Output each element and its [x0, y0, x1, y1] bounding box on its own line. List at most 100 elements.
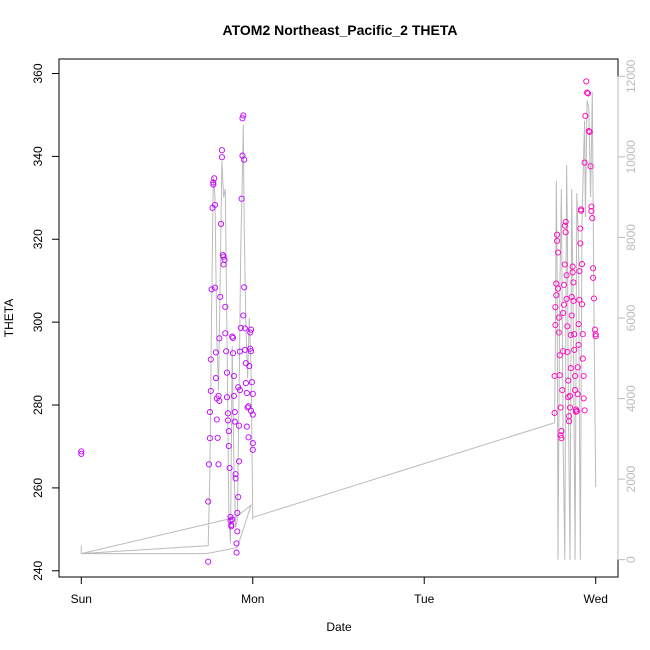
- x-axis-label: Date: [326, 620, 352, 634]
- data-point: [580, 395, 587, 402]
- data-point: [562, 229, 569, 236]
- line-series-path: [80, 92, 597, 560]
- data-point: [556, 352, 563, 359]
- y-axis-label: THETA: [2, 299, 16, 337]
- data-point: [556, 372, 563, 379]
- data-point: [216, 335, 223, 342]
- data-point: [230, 372, 237, 380]
- data-point: [590, 295, 598, 302]
- y-tick-label: 360: [31, 63, 45, 83]
- data-point: [214, 434, 221, 441]
- data-point: [577, 225, 584, 232]
- data-point: [551, 409, 558, 416]
- data-point: [580, 372, 587, 380]
- data-point: [232, 471, 239, 478]
- data-point: [229, 333, 236, 340]
- data-point: [560, 301, 568, 308]
- data-point: [205, 498, 212, 505]
- data-point: [78, 448, 85, 455]
- data-point: [218, 147, 225, 154]
- data-point: [78, 450, 85, 457]
- data-point: [247, 326, 255, 333]
- data-point: [589, 215, 596, 222]
- data-point: [572, 372, 579, 380]
- data-point: [241, 156, 248, 163]
- data-point: [553, 280, 560, 287]
- points-layer: [78, 78, 599, 565]
- data-point: [566, 418, 573, 425]
- data-point: [212, 375, 219, 382]
- data-point: [554, 249, 562, 256]
- data-point: [559, 387, 566, 394]
- data-point: [581, 159, 588, 166]
- data-point: [247, 345, 254, 352]
- data-point: [552, 304, 559, 311]
- y2-axis: 0 2000 4000 6000 8000 10000 12000: [617, 59, 638, 563]
- data-point: [229, 334, 237, 341]
- data-point: [576, 296, 583, 303]
- data-point: [207, 356, 214, 363]
- data-point: [249, 446, 256, 453]
- data-point: [578, 261, 586, 268]
- data-point: [566, 404, 574, 411]
- data-point: [248, 379, 255, 386]
- data-point: [231, 409, 238, 416]
- x-tick-label: Wed: [583, 592, 607, 606]
- data-point: [557, 404, 564, 411]
- data-point: [578, 301, 586, 308]
- data-point: [590, 274, 597, 281]
- data-point: [560, 348, 567, 355]
- data-point: [565, 394, 572, 401]
- data-point: [225, 442, 232, 450]
- data-point: [591, 326, 598, 333]
- data-point: [585, 128, 592, 135]
- data-point: [584, 90, 592, 97]
- data-point: [249, 440, 256, 447]
- data-point: [207, 387, 214, 394]
- data-point: [579, 331, 586, 338]
- data-point: [240, 112, 247, 119]
- data-point: [586, 128, 593, 135]
- data-point: [237, 324, 244, 331]
- data-point: [235, 384, 242, 391]
- data-point: [220, 261, 227, 268]
- data-point: [561, 261, 568, 268]
- plot-frame: [58, 58, 619, 578]
- data-point: [222, 303, 229, 310]
- data-point: [553, 292, 560, 299]
- data-point: [569, 263, 576, 270]
- data-point: [590, 265, 597, 272]
- y2-tick-label: 12000: [624, 59, 638, 93]
- data-point: [570, 297, 577, 305]
- data-point: [222, 330, 229, 337]
- data-point: [225, 428, 232, 435]
- data-point: [579, 355, 586, 362]
- data-point: [568, 293, 575, 300]
- data-point: [224, 410, 231, 417]
- data-point: [249, 390, 256, 397]
- data-point: [592, 331, 599, 338]
- data-point: [240, 312, 247, 319]
- data-point: [567, 365, 574, 372]
- y2-tick-label: 6000: [624, 304, 638, 331]
- data-point: [233, 540, 240, 547]
- data-point: [574, 391, 581, 398]
- data-point: [239, 115, 246, 122]
- data-point: [575, 341, 582, 348]
- data-point: [560, 281, 568, 288]
- data-point: [555, 329, 562, 336]
- data-point: [577, 240, 584, 247]
- data-point: [552, 321, 559, 329]
- data-point: [247, 348, 255, 355]
- data-point: [213, 416, 220, 423]
- data-point: [223, 348, 230, 355]
- data-point: [235, 493, 242, 501]
- data-point: [247, 407, 255, 414]
- data-point: [228, 523, 235, 530]
- data-point: [210, 179, 217, 186]
- data-point: [569, 269, 576, 276]
- data-point: [563, 295, 570, 302]
- data-point: [220, 253, 227, 260]
- data-point: [224, 417, 231, 424]
- data-point: [206, 435, 213, 442]
